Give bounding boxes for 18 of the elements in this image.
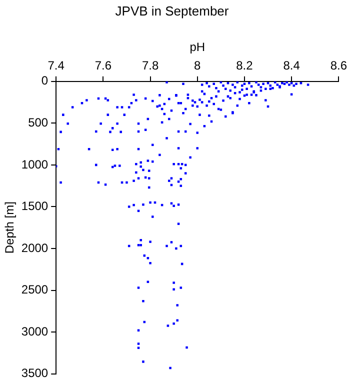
y-tick-label: 1000 [21,157,48,172]
chart-title: JPVB in September [115,3,230,18]
y-tick-label: 2500 [21,282,48,297]
y-tick-label: 3000 [21,324,48,338]
x-tick-label: 7.4 [48,58,65,73]
y-tick-label: 3500 [21,366,48,380]
y-tick-label: 2000 [21,240,48,255]
x-tick-label: 8.6 [330,58,348,73]
x-axis-title: pH [190,40,206,54]
x-tick-label: 8 [194,58,202,73]
x-tick-label: 7.8 [142,58,159,73]
y-axis-title: Depth [m] [2,202,17,254]
y-tick-label: 1500 [21,199,48,214]
y-tick-label: 500 [28,115,48,130]
y-tick-label: 0 [41,74,48,88]
x-tick-label: 7.6 [94,58,112,73]
x-tick-label: 8.2 [236,58,254,73]
x-tick-label: 8.4 [283,58,300,73]
